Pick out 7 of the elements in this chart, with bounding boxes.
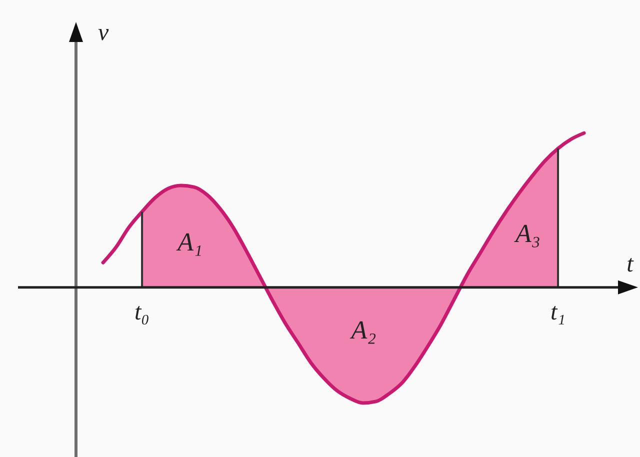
x-tick-label: t₁ [550,299,566,326]
annotation: A₂ [349,315,376,344]
x-tick-label: t₀ [134,299,150,326]
annotation: A₃ [513,218,540,248]
annotation: A₁ [176,228,202,257]
x-axis-title: t [626,251,635,278]
y-axis-title: v [98,20,109,46]
